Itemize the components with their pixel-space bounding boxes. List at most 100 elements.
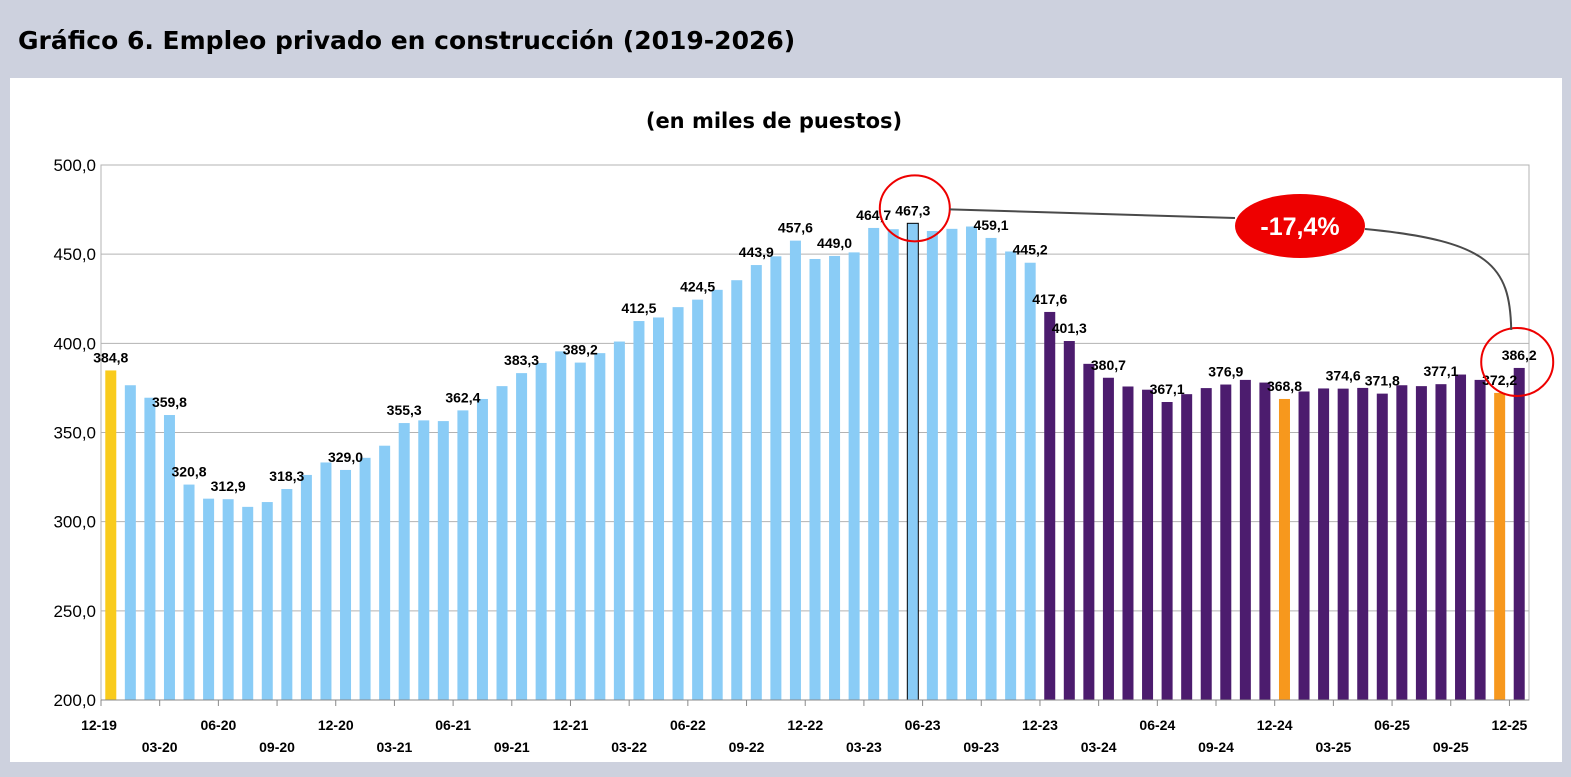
bar: [261, 502, 273, 700]
bar: [1376, 393, 1388, 700]
bar: [105, 370, 117, 700]
y-tick-label: 250,0: [53, 602, 96, 621]
y-tick-label: 500,0: [53, 156, 96, 175]
bar: [1181, 394, 1193, 700]
bar: [203, 498, 215, 700]
bar: [1024, 262, 1036, 700]
bar: [124, 385, 136, 700]
data-label: 371,8: [1365, 373, 1400, 389]
data-label: 376,9: [1208, 364, 1243, 380]
x-tick-label: 09-23: [963, 739, 999, 755]
data-label: 386,2: [1502, 347, 1537, 363]
data-label: 374,6: [1326, 368, 1361, 384]
x-tick-label: 12-20: [318, 717, 354, 733]
bar: [1318, 388, 1330, 700]
bar: [418, 420, 430, 700]
bar: [516, 373, 528, 700]
bar: [1220, 384, 1232, 700]
bar: [672, 307, 684, 700]
bar: [1005, 251, 1017, 700]
data-label: 329,0: [328, 449, 363, 465]
bar: [574, 362, 586, 700]
bar: [770, 256, 782, 700]
x-tick-label: 09-21: [494, 739, 530, 755]
x-axis: 12-19 03-20 06-20 09-20 12-20 03-21 06-21 09-21…: [81, 699, 1529, 755]
bar: [1455, 374, 1467, 700]
bar: [1142, 389, 1154, 700]
x-tick-label: 03-20: [142, 739, 178, 755]
highlight-circle: [1480, 326, 1555, 397]
bar: [848, 252, 860, 700]
data-label: 320,8: [172, 464, 207, 480]
bar: [496, 386, 508, 700]
bar: [829, 255, 841, 700]
x-tick-label: 12-24: [1257, 717, 1293, 733]
y-tick-label: 400,0: [53, 334, 96, 353]
data-label: 424,5: [680, 279, 715, 295]
bar: [1122, 386, 1134, 700]
bar: [476, 398, 488, 700]
x-tick-label: 06-23: [905, 717, 941, 733]
bar: [457, 410, 469, 700]
bar: [222, 499, 234, 700]
x-tick-label: 09-25: [1433, 739, 1469, 755]
bar: [163, 415, 175, 700]
bar: [692, 299, 704, 700]
annotations: -17,4%: [878, 174, 1555, 397]
data-label: 467,3: [895, 202, 930, 218]
bar: [789, 240, 801, 700]
bar: [1298, 391, 1310, 700]
data-label: 383,3: [504, 352, 539, 368]
x-tick-label: 03-24: [1081, 739, 1117, 755]
data-label: 359,8: [152, 394, 187, 410]
bar: [926, 230, 938, 700]
bar: [535, 362, 547, 700]
bar: [711, 289, 723, 700]
bar: [340, 469, 352, 700]
bar: [1494, 392, 1506, 700]
bar: [379, 445, 391, 700]
bar: [809, 258, 821, 700]
bar: [613, 341, 625, 700]
bar: [1259, 382, 1271, 700]
bar: [300, 474, 312, 700]
bar: [1357, 387, 1369, 700]
data-label: 377,1: [1423, 363, 1458, 379]
data-label: 457,6: [778, 220, 813, 236]
data-label: 401,3: [1052, 320, 1087, 336]
bar: [906, 222, 919, 701]
data-label: 362,4: [445, 389, 480, 405]
data-label: 380,7: [1091, 357, 1126, 373]
x-tick-label: 06-25: [1374, 717, 1410, 733]
bar: [750, 265, 762, 700]
x-tick-label: 09-22: [729, 739, 765, 755]
x-tick-label: 12-21: [553, 717, 589, 733]
data-label: 368,8: [1267, 378, 1302, 394]
bar: [1278, 398, 1290, 700]
bar: [1200, 388, 1212, 700]
bar: [946, 228, 958, 701]
y-tick-label: 350,0: [53, 424, 96, 443]
chart-subtitle: (en miles de puestos): [646, 109, 902, 133]
y-axis: 500,0 450,0 400,0 350,0 300,0 250,0 200,0: [53, 156, 96, 710]
bar: [1435, 384, 1447, 700]
bar: [965, 226, 977, 700]
x-tick-label: 12-22: [787, 717, 823, 733]
connector-line: [949, 208, 1236, 219]
data-label: 417,6: [1032, 291, 1067, 307]
bar: [1513, 367, 1525, 700]
bar: [1239, 379, 1251, 700]
bar: [731, 280, 743, 700]
bar: [437, 421, 449, 700]
x-tick-label: 06-20: [200, 717, 236, 733]
bar: [1415, 386, 1427, 700]
bar: [144, 397, 156, 700]
bar: [887, 229, 899, 700]
bar: [1474, 379, 1486, 700]
bar: [1337, 388, 1349, 700]
data-label: 318,3: [269, 468, 304, 484]
connector-line: [1364, 228, 1513, 330]
data-label: 312,9: [211, 478, 246, 494]
bar: [242, 506, 254, 700]
